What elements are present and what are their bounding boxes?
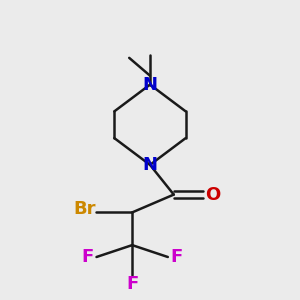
Text: F: F [82,248,94,266]
Text: N: N [142,76,158,94]
Text: F: F [126,275,138,293]
Text: Br: Br [74,200,96,218]
Text: O: O [205,186,220,204]
Text: F: F [171,248,183,266]
Text: N: N [142,156,158,174]
